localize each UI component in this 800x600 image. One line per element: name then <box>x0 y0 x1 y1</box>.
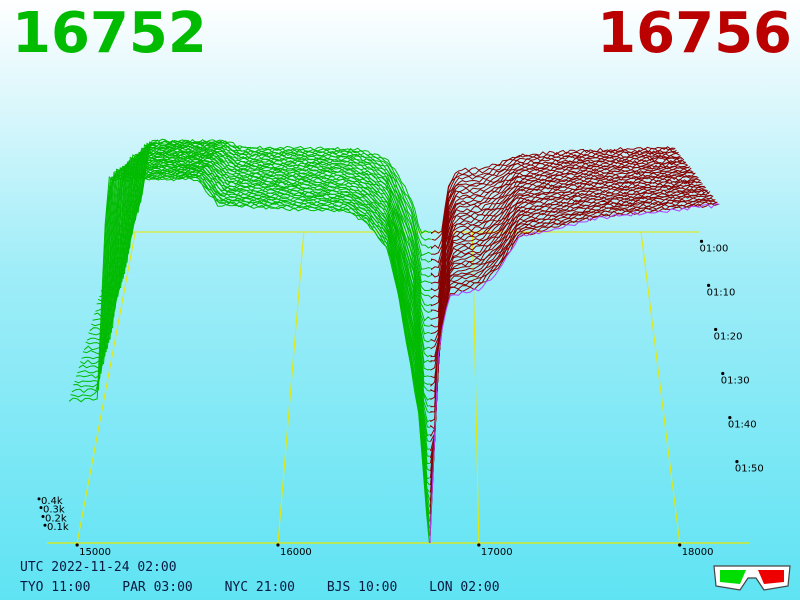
x-tick-label: 15000 <box>79 547 111 558</box>
y-tick-dot <box>43 523 47 527</box>
ask-depth-line <box>430 159 686 307</box>
ask-depth-line <box>429 198 716 515</box>
bid-depth-line <box>107 151 431 343</box>
y-tick-label: 0.3k <box>43 505 65 516</box>
grid-price-line <box>640 231 681 544</box>
bid-depth-line <box>91 162 431 428</box>
y-tick-dot <box>37 497 41 501</box>
grid-price-line <box>277 231 305 544</box>
time-tick-dot <box>699 239 704 243</box>
time-tick-label: 01:10 <box>707 287 736 298</box>
x-tick-label: 18000 <box>682 547 714 558</box>
ask-depth-line <box>430 166 691 342</box>
time-tick-label: 01:30 <box>721 376 750 387</box>
time-tick-label: 01:40 <box>728 420 757 431</box>
ask-depth-line <box>431 151 679 264</box>
y-tick-label: 0.1k <box>47 522 69 533</box>
x-tick-label: 16000 <box>280 547 312 558</box>
axis-labels: 15000 16000 17000 18000 0.1k0.2k0.3k0.4k 01:0… <box>37 239 764 558</box>
x-tick-dot <box>477 543 481 547</box>
time-tick-dot <box>728 415 732 420</box>
ask-depth-line <box>430 170 694 363</box>
ask-depth-line <box>430 174 697 387</box>
time-tick-label: 01:00 <box>700 243 729 254</box>
3d-glasses-icon[interactable] <box>712 560 792 592</box>
ask-depth-line <box>431 152 680 271</box>
x-tick-dot <box>276 543 280 547</box>
time-tick-dot <box>721 371 725 376</box>
y-tick-dot <box>39 506 43 510</box>
bid-depth-line <box>96 158 431 401</box>
ask-depth-line <box>430 164 689 328</box>
x-tick-dot <box>678 543 682 547</box>
ask-depth-line <box>430 188 709 464</box>
time-tick-label: 01:50 <box>735 464 764 475</box>
y-tick-label: 0.2k <box>45 513 67 524</box>
clock-lon: LON 02:00 <box>429 580 500 595</box>
bid-depth-line <box>122 142 432 263</box>
bid-depth-line <box>121 142 431 270</box>
ask-depth-line <box>430 176 698 393</box>
bid-price: 16752 <box>12 1 207 66</box>
utc-clock: UTC 2022-11-24 02:00 <box>20 560 177 575</box>
ask-depth-line <box>430 183 703 430</box>
bid-depth-line <box>81 168 430 479</box>
clock-bjs: BJS 10:00 <box>326 580 398 595</box>
ask-depth-line <box>429 202 719 536</box>
ask-depth-line <box>429 201 718 529</box>
ask-depth-line <box>430 169 693 358</box>
world-clocks: TYO 11:00 PAR 03:00 NYC 21:00 BJS 10:00 … <box>20 580 524 595</box>
ask-depth-line <box>430 188 708 458</box>
depth-lines <box>68 138 720 544</box>
bid-depth-line <box>114 147 431 307</box>
bid-depth-line <box>125 140 432 249</box>
y-tick-dot <box>41 514 45 518</box>
bid-depth-line <box>75 172 431 507</box>
ask-depth-line <box>430 189 710 472</box>
depth-chart: 15000 16000 17000 18000 0.1k0.2k0.3k0.4k 01:0… <box>37 138 764 558</box>
ask-depth-line <box>429 197 715 508</box>
bid-depth-line <box>78 170 431 493</box>
bid-depth-line <box>110 150 431 327</box>
bid-depth-line <box>83 166 430 465</box>
x-tick-label: 17000 <box>481 547 513 558</box>
ask-depth-line <box>430 178 700 408</box>
ask-depth-line <box>431 146 675 235</box>
time-tick-dot <box>735 460 739 464</box>
time-tick-label: 01:20 <box>714 331 743 342</box>
ask-depth-line <box>430 191 711 478</box>
x-tick-dot <box>75 543 79 547</box>
bid-depth-line <box>102 155 431 371</box>
time-tick-dot <box>706 283 711 287</box>
ask-depth-line <box>430 186 706 452</box>
clock-par: PAR 03:00 <box>122 580 193 595</box>
ask-depth-line <box>431 150 678 255</box>
clock-tyo: TYO 11:00 <box>20 580 91 595</box>
bid-depth-line <box>103 154 431 364</box>
ask-depth-line <box>430 165 690 335</box>
ask-price: 16756 <box>597 1 792 66</box>
ask-depth-line <box>431 148 677 250</box>
ask-depth-line <box>429 203 720 543</box>
y-tick-label: 0.4k <box>41 496 63 507</box>
time-tick-dot <box>714 327 718 332</box>
grid-price-line <box>76 231 136 544</box>
bid-depth-line <box>68 175 430 544</box>
clock-nyc: NYC 21:00 <box>224 580 296 595</box>
ask-depth-line <box>430 181 702 423</box>
ask-depth-line <box>430 172 696 379</box>
bid-depth-line <box>92 161 431 423</box>
ask-depth-line <box>430 160 687 313</box>
